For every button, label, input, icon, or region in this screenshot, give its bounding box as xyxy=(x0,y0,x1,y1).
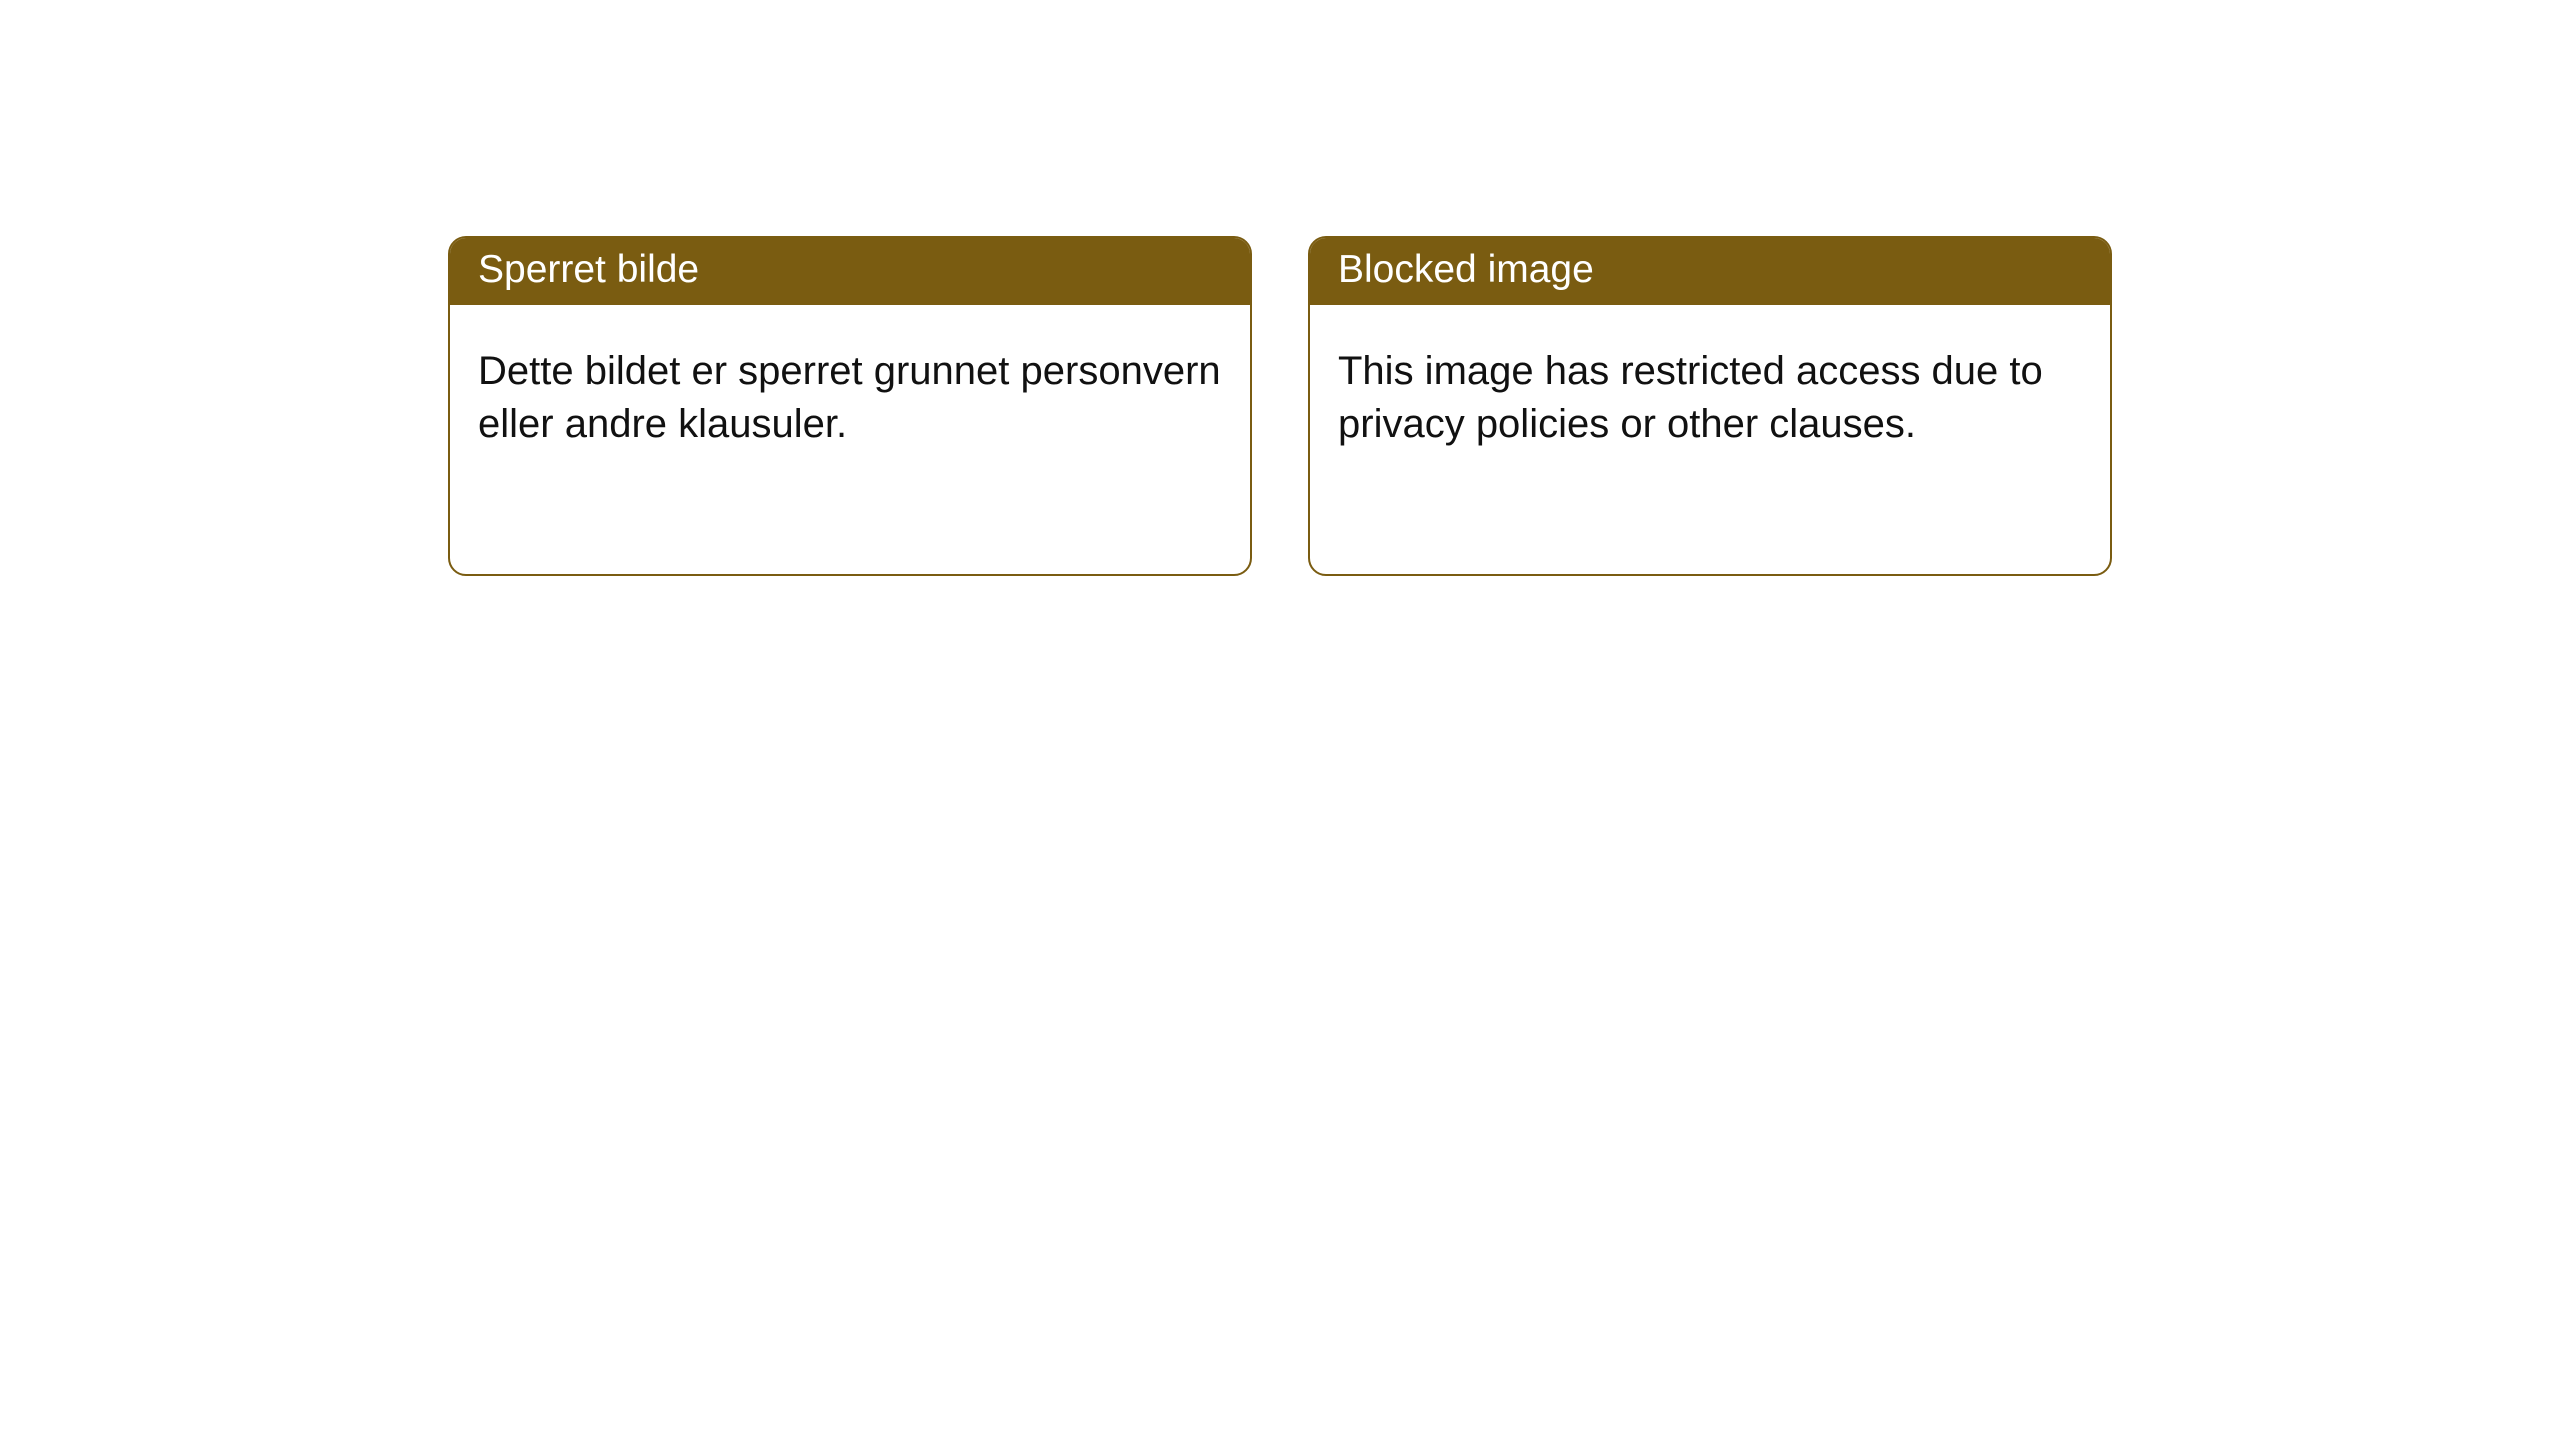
notice-card-norwegian: Sperret bilde Dette bildet er sperret gr… xyxy=(448,236,1252,576)
notice-container: Sperret bilde Dette bildet er sperret gr… xyxy=(0,0,2560,576)
notice-card-english: Blocked image This image has restricted … xyxy=(1308,236,2112,576)
notice-body: This image has restricted access due to … xyxy=(1310,305,2110,479)
notice-body: Dette bildet er sperret grunnet personve… xyxy=(450,305,1250,479)
notice-header: Sperret bilde xyxy=(450,238,1250,305)
notice-header: Blocked image xyxy=(1310,238,2110,305)
